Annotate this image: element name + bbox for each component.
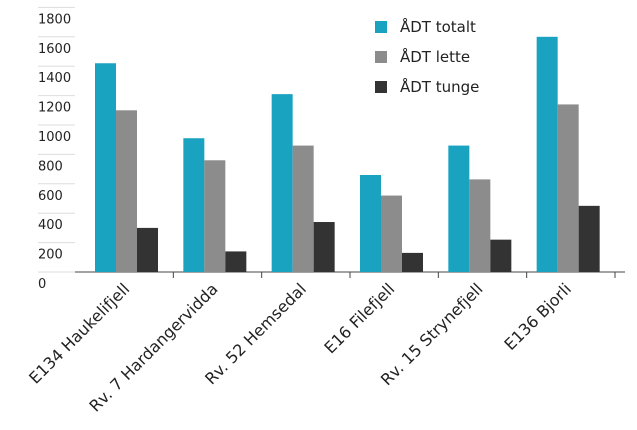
y-tick-label: 1400 [38, 71, 71, 86]
bar [490, 239, 512, 272]
y-tick-label: 200 [38, 248, 63, 263]
bar [313, 222, 335, 272]
legend-label: ÅDT lette [400, 47, 470, 66]
bar [557, 104, 579, 272]
bar [292, 145, 314, 272]
bar [204, 160, 226, 272]
y-tick-label: 800 [38, 159, 63, 174]
bar [95, 63, 116, 273]
x-tick-label: E16 Filefjell [320, 279, 398, 357]
bar [137, 227, 158, 272]
y-tick-label: 1600 [38, 42, 71, 57]
bar [448, 145, 470, 272]
legend-swatch [375, 21, 387, 33]
bar [578, 205, 600, 272]
legend-swatch [375, 51, 387, 63]
y-tick-label: 0 [38, 277, 46, 292]
bar [183, 138, 205, 272]
bar [402, 252, 423, 272]
bar [381, 195, 402, 272]
legend-swatch [375, 81, 387, 93]
y-tick-label: 1800 [38, 12, 71, 27]
bar [116, 110, 137, 272]
y-tick-label: 400 [38, 218, 63, 233]
x-tick-label: E136 Bjorli [500, 279, 575, 354]
legend-label: ÅDT tunge [400, 77, 479, 96]
y-tick-label: 1000 [38, 130, 71, 145]
y-tick-label: 600 [38, 189, 63, 204]
y-tick-label: 1200 [38, 101, 71, 116]
bar [536, 36, 558, 272]
bar [271, 94, 293, 272]
bar [225, 251, 247, 272]
legend-label: ÅDT totalt [400, 17, 476, 36]
bar [360, 174, 381, 272]
bar [469, 179, 491, 272]
